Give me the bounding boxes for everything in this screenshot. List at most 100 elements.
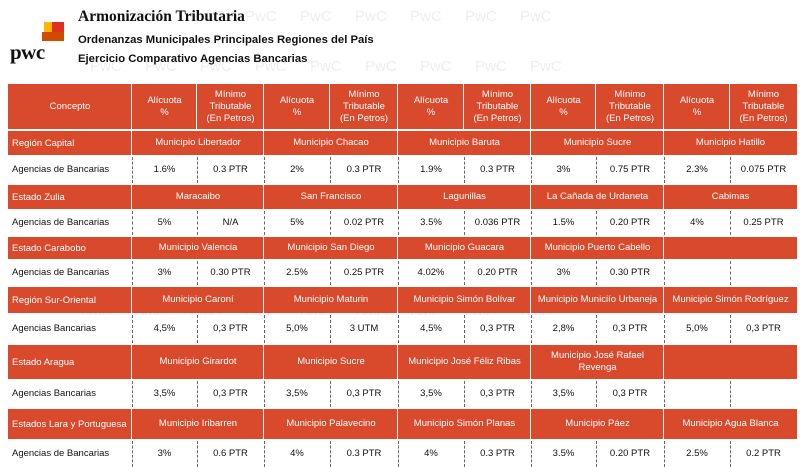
- alicuota-value: 3%: [531, 261, 596, 285]
- cell-divider: [531, 381, 532, 407]
- header-divider: [595, 84, 596, 129]
- cell-divider: [464, 441, 465, 467]
- alicuota-value: 5,0%: [264, 315, 330, 343]
- watermark-text: PwC: [310, 58, 342, 75]
- watermark-text: PwC: [365, 58, 397, 75]
- cell-divider: [264, 211, 265, 235]
- cell-divider: [264, 315, 265, 343]
- header-divider: [663, 84, 664, 129]
- minimo-value: 0,3 PTR: [596, 381, 664, 407]
- alicuota-value: 4%: [264, 441, 330, 467]
- alicuota-value: 4%: [664, 211, 730, 235]
- cell-divider: [398, 381, 399, 407]
- municipality-label: Municipio Agua Blanca: [664, 409, 797, 439]
- cell-divider: [596, 157, 597, 183]
- minimo-value: 0,3 PTR: [596, 315, 664, 343]
- header-alicuota: Alícuota %: [664, 84, 730, 129]
- header-minimo: Mínimo Tributable (En Petros): [596, 84, 664, 129]
- municipality-label: [664, 345, 797, 379]
- minimo-value: 3 UTM: [330, 315, 398, 343]
- region-divider: [663, 345, 664, 379]
- watermark-text: PwC: [245, 8, 277, 25]
- municipality-label: Municipio José Rafael Revenga: [531, 345, 664, 379]
- concept-label: Agencias de Bancarias: [8, 261, 132, 285]
- alicuota-value: 3%: [132, 261, 197, 285]
- cell-divider: [531, 441, 532, 467]
- cell-divider: [330, 315, 331, 343]
- minimo-value: 0.3 PTR: [464, 157, 531, 183]
- alicuota-value: 4,5%: [398, 315, 464, 343]
- municipality-label: Municipio Maturin: [264, 287, 398, 313]
- cell-divider: [664, 211, 665, 235]
- header-divider: [131, 84, 132, 129]
- region-divider: [263, 409, 264, 439]
- cell-divider: [197, 315, 198, 343]
- cell-divider: [132, 381, 133, 407]
- region-divider: [530, 237, 531, 259]
- watermark-text: PwC: [520, 8, 552, 25]
- cell-divider: [664, 157, 665, 183]
- concept-label: Agencias de Bancarias: [8, 157, 132, 183]
- watermark-text: PwC: [530, 58, 562, 75]
- region-divider: [530, 185, 531, 209]
- cell-divider: [132, 211, 133, 235]
- alicuota-value: 1.5%: [531, 211, 596, 235]
- cell-divider: [398, 211, 399, 235]
- alicuota-value: 5%: [264, 211, 330, 235]
- region-divider: [263, 185, 264, 209]
- municipality-label: Municipio Palavecino: [264, 409, 398, 439]
- cell-divider: [132, 441, 133, 467]
- header-divider: [329, 84, 330, 129]
- region-label: Estado Carabobo: [8, 237, 132, 259]
- alicuota-value: 3%: [132, 441, 197, 467]
- cell-divider: [596, 441, 597, 467]
- cell-divider: [264, 441, 265, 467]
- region-divider: [397, 237, 398, 259]
- region-label: Estado Zulia: [8, 185, 132, 209]
- municipality-label: Municipio Sucre: [264, 345, 398, 379]
- header-alicuota: Alícuota %: [398, 84, 464, 129]
- alicuota-value: 3,5%: [531, 381, 596, 407]
- municipality-label: Municipio Simón Bolívar: [398, 287, 531, 313]
- minimo-value: 0.20 PTR: [464, 261, 531, 285]
- region-divider: [131, 131, 132, 155]
- minimo-value: 0.3 PTR: [464, 441, 531, 467]
- alicuota-value: 3%: [531, 157, 596, 183]
- region-divider: [131, 409, 132, 439]
- minimo-value: 0.6 PTR: [197, 441, 264, 467]
- cell-divider: [398, 157, 399, 183]
- municipality-label: Municipio Caroní: [132, 287, 264, 313]
- page-subtitle: Ordenanzas Municipales Principales Regio…: [78, 34, 374, 46]
- cell-divider: [730, 441, 731, 467]
- alicuota-value: [664, 261, 730, 285]
- watermark-text: PwC: [465, 8, 497, 25]
- alicuota-value: 2%: [264, 157, 330, 183]
- cell-divider: [664, 261, 665, 285]
- cell-divider: [531, 315, 532, 343]
- alicuota-value: 2,8%: [531, 315, 596, 343]
- cell-divider: [197, 441, 198, 467]
- cell-divider: [730, 211, 731, 235]
- header-divider: [463, 84, 464, 129]
- cell-divider: [596, 315, 597, 343]
- municipality-label: Municipio Iribarren: [132, 409, 264, 439]
- cell-divider: [197, 381, 198, 407]
- page-subtitle-2: Ejercicio Comparativo Agencias Bancarias: [78, 53, 308, 65]
- minimo-value: 0.30 PTR: [596, 261, 664, 285]
- cell-divider: [264, 261, 265, 285]
- header-alicuota: Alícuota %: [531, 84, 596, 129]
- region-divider: [663, 185, 664, 209]
- minimo-value: [730, 381, 797, 407]
- cell-divider: [398, 261, 399, 285]
- cell-divider: [132, 157, 133, 183]
- municipality-label: Cabimas: [664, 185, 797, 209]
- alicuota-value: [664, 381, 730, 407]
- municipality-label: Municipio Baruta: [398, 131, 531, 155]
- region-divider: [397, 409, 398, 439]
- header-divider: [397, 84, 398, 129]
- alicuota-value: 5%: [132, 211, 197, 235]
- municipality-label: Municipio Municiío Urbaneja: [531, 287, 664, 313]
- minimo-value: 0,3 PTR: [197, 315, 264, 343]
- logo-text: pwc: [10, 40, 45, 64]
- minimo-value: 0,3 PTR: [730, 315, 797, 343]
